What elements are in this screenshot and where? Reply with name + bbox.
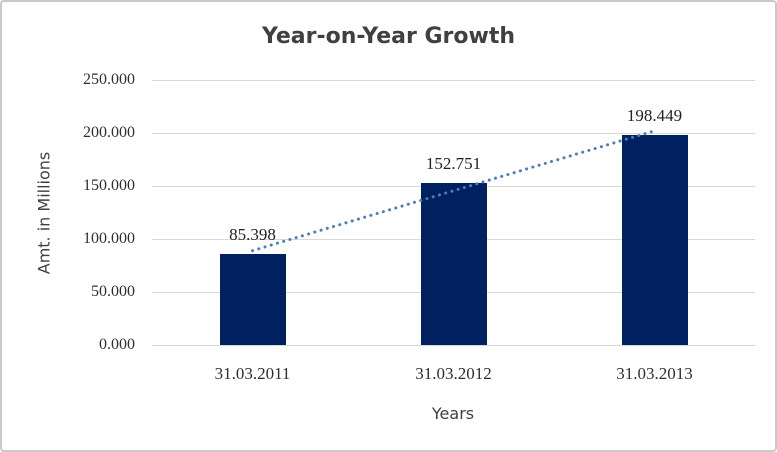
y-tick-label: 150.000 <box>83 177 135 194</box>
category-label: 31.03.2013 <box>616 364 693 383</box>
category-label: 31.03.2012 <box>415 364 492 383</box>
x-axis-title: Years <box>431 404 475 423</box>
y-tick-label: 200.000 <box>83 124 135 141</box>
y-tick-label: 50.000 <box>91 283 135 300</box>
bar-31.03.2012 <box>420 183 487 345</box>
y-axis-title: Amt. in Millions <box>34 151 54 275</box>
bar-31.03.2013 <box>621 134 688 345</box>
category-label: 31.03.2011 <box>214 364 291 383</box>
y-tick-label: 100.000 <box>83 230 135 247</box>
y-tick-label: 0.000 <box>99 336 135 353</box>
gridline <box>152 79 755 81</box>
gridline <box>152 132 755 134</box>
data-label: 85.398 <box>229 225 276 245</box>
chart-title: Year-on-Year Growth <box>261 24 516 49</box>
bar-31.03.2011 <box>219 254 286 345</box>
y-tick-label: 250.000 <box>83 71 135 88</box>
gridline <box>152 344 755 346</box>
data-label: 198.449 <box>626 105 683 125</box>
data-label: 152.751 <box>425 154 482 174</box>
